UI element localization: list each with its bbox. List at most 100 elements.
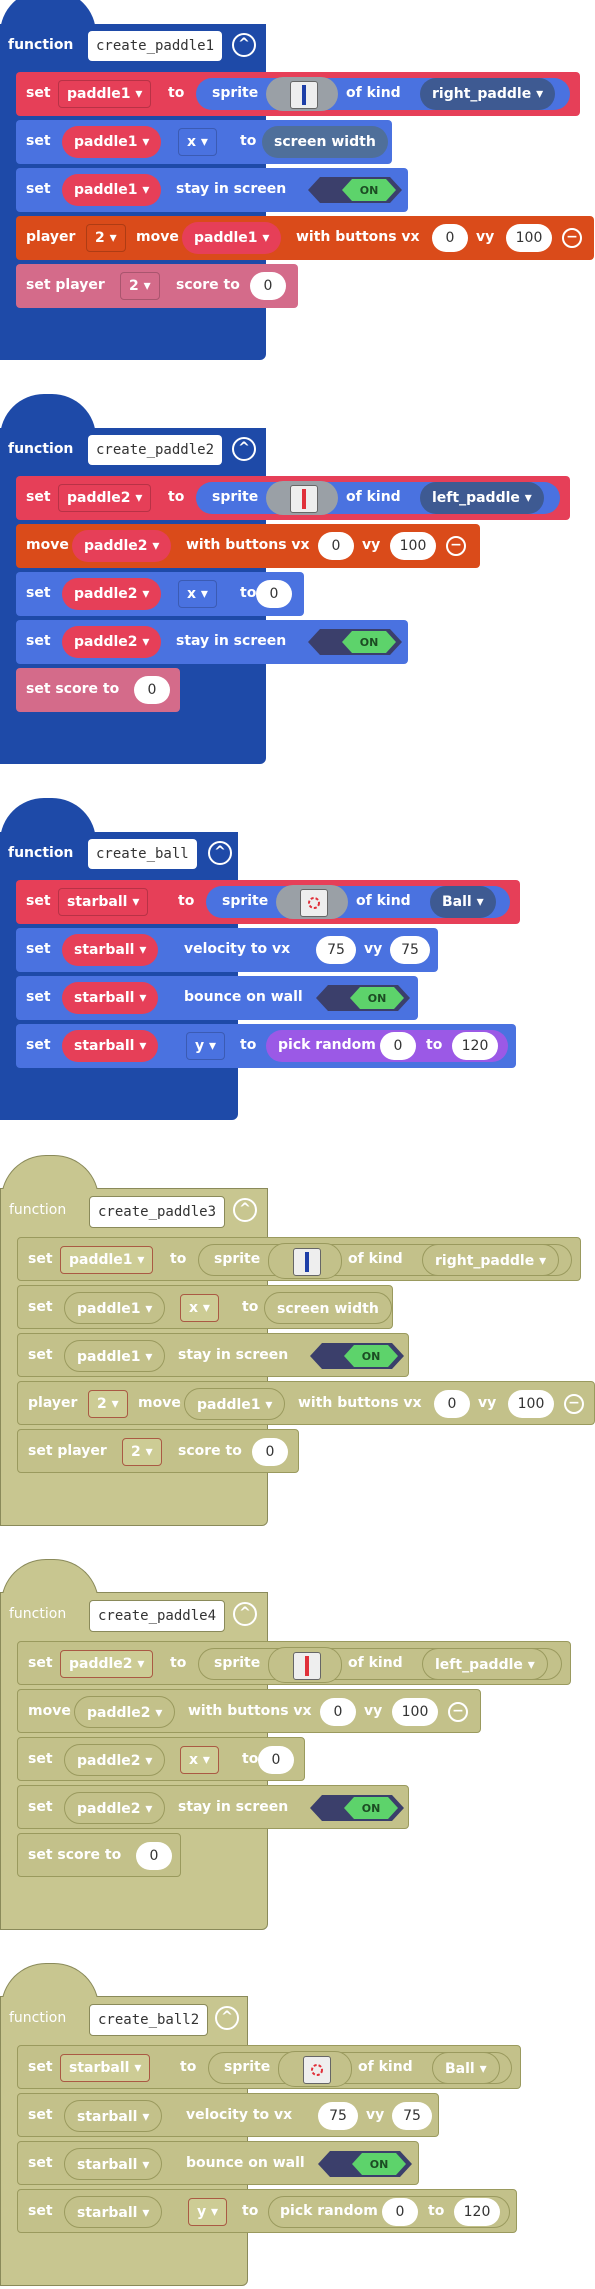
score-input[interactable]: 0 [134, 676, 170, 704]
function-name-field[interactable]: create_paddle4 [89, 1600, 226, 1632]
set-sprite-block[interactable]: set starball ▾ to sprite of kind Ball ▾ [17, 2045, 521, 2089]
vy-input[interactable]: 75 [390, 936, 430, 964]
set-sprite-block[interactable]: set paddle2 ▾ to sprite of kind left_pad… [16, 476, 570, 520]
kind-dropdown[interactable]: left_paddle ▾ [420, 482, 544, 514]
collapse-icon[interactable]: ^ [232, 437, 256, 461]
variable-dropdown[interactable]: paddle2 ▾ [74, 1696, 176, 1728]
set-player-score-block[interactable]: set player 2 ▾ score to 0 [16, 264, 298, 308]
stay-in-screen-block[interactable]: set paddle1 ▾ stay in screen ON [17, 1333, 409, 1377]
collapse-icon[interactable]: ^ [233, 1198, 257, 1222]
variable-dropdown[interactable]: paddle2 ▾ [64, 1744, 166, 1776]
screen-width-value[interactable]: screen width [264, 1292, 392, 1324]
stay-in-screen-block[interactable]: set paddle2 ▾ stay in screen ON [17, 1785, 409, 1829]
sprite-image-picker[interactable] [268, 1647, 342, 1683]
set-sprite-block[interactable]: set starball ▾ to sprite of kind Ball ▾ [16, 880, 520, 924]
function-block-create-ball2[interactable]: function create_ball2 ^ set starball ▾ t… [0, 1963, 521, 2286]
property-dropdown[interactable]: x ▾ [180, 1746, 219, 1774]
kind-dropdown[interactable]: right_paddle ▾ [420, 78, 556, 110]
property-dropdown[interactable]: y ▾ [188, 2198, 228, 2226]
player-dropdown[interactable]: 2 ▾ [122, 1438, 162, 1466]
sprite-image-picker[interactable] [276, 885, 348, 919]
set-velocity-block[interactable]: set starball ▾ velocity to vx 75 vy 75 [16, 928, 438, 972]
function-block-create-paddle1[interactable]: function create_paddle1 ^ set paddle1 ▾ … [0, 0, 594, 360]
variable-dropdown[interactable]: starball ▾ [62, 1030, 159, 1062]
random-min-input[interactable]: 0 [382, 2198, 418, 2226]
variable-dropdown[interactable]: paddle1 ▾ [64, 1340, 166, 1372]
random-max-input[interactable]: 120 [454, 2198, 500, 2226]
bounce-on-wall-block[interactable]: set starball ▾ bounce on wall ON [16, 976, 418, 1020]
score-input[interactable]: 0 [252, 1438, 288, 1466]
set-player-score-block[interactable]: set player 2 ▾ score to 0 [17, 1429, 299, 1473]
move-block[interactable]: move paddle2 ▾ with buttons vx 0 vy 100 … [16, 524, 480, 568]
variable-dropdown[interactable]: paddle1 ▾ [58, 80, 152, 108]
set-sprite-block[interactable]: set paddle2 ▾ to sprite of kind left_pad… [17, 1641, 571, 1685]
sprite-image-picker[interactable] [268, 1243, 342, 1279]
kind-dropdown[interactable]: left_paddle ▾ [422, 1648, 548, 1680]
variable-dropdown[interactable]: starball ▾ [64, 2196, 163, 2228]
set-y-block[interactable]: set starball ▾ y ▾ to pick random 0 to 1… [17, 2189, 517, 2233]
on-toggle[interactable]: ON [318, 2151, 412, 2177]
set-score-block[interactable]: set score to 0 [17, 1833, 181, 1877]
x-input[interactable]: 0 [258, 1746, 294, 1774]
vx-input[interactable]: 0 [320, 1698, 356, 1726]
function-name-field[interactable]: create_paddle2 [88, 435, 223, 465]
vy-input[interactable]: 75 [392, 2102, 432, 2130]
variable-dropdown[interactable]: paddle2 ▾ [62, 578, 162, 610]
property-dropdown[interactable]: y ▾ [186, 1032, 226, 1060]
move-block[interactable]: move paddle2 ▾ with buttons vx 0 vy 100 … [17, 1689, 481, 1733]
function-block-create-paddle2[interactable]: function create_paddle2 ^ set paddle2 ▾ … [0, 394, 570, 764]
set-x-block[interactable]: set paddle1 ▾ x ▾ to screen width [17, 1285, 393, 1329]
variable-dropdown[interactable]: starball ▾ [62, 982, 159, 1014]
on-toggle[interactable]: ON [310, 1343, 404, 1369]
function-block-create-ball[interactable]: function create_ball ^ set starball ▾ to… [0, 798, 520, 1120]
variable-dropdown[interactable]: paddle1 ▾ [60, 1246, 154, 1274]
vy-input[interactable]: 100 [392, 1698, 438, 1726]
random-max-input[interactable]: 120 [452, 1032, 498, 1060]
set-score-block[interactable]: set score to 0 [16, 668, 180, 712]
player-dropdown[interactable]: 2 ▾ [120, 272, 160, 300]
stay-in-screen-block[interactable]: set paddle1 ▾ stay in screen ON [16, 168, 408, 212]
vx-input[interactable]: 0 [432, 224, 468, 252]
collapse-icon[interactable]: ^ [233, 1602, 257, 1626]
player-move-block[interactable]: player 2 ▾ move paddle1 ▾ with buttons v… [16, 216, 594, 260]
variable-dropdown[interactable]: paddle2 ▾ [72, 530, 172, 562]
function-name-field[interactable]: create_paddle1 [88, 31, 223, 61]
property-dropdown[interactable]: x ▾ [180, 1294, 219, 1322]
variable-dropdown[interactable]: paddle2 ▾ [60, 1650, 154, 1678]
player-dropdown[interactable]: 2 ▾ [88, 1390, 128, 1418]
vx-input[interactable]: 75 [318, 2102, 358, 2130]
on-toggle[interactable]: ON [308, 177, 402, 203]
stay-in-screen-block[interactable]: set paddle2 ▾ stay in screen ON [16, 620, 408, 664]
screen-width-value[interactable]: screen width [262, 126, 388, 158]
x-input[interactable]: 0 [256, 580, 292, 608]
function-block-create-paddle3[interactable]: function create_paddle3 ^ set paddle1 ▾ … [0, 1155, 595, 1526]
collapse-icon[interactable]: ^ [208, 841, 232, 865]
function-name-field[interactable]: create_paddle3 [89, 1196, 226, 1228]
collapse-icon[interactable]: ^ [215, 2006, 239, 2030]
vx-input[interactable]: 0 [318, 532, 354, 560]
vy-input[interactable]: 100 [508, 1390, 554, 1418]
variable-dropdown[interactable]: starball ▾ [64, 2100, 163, 2132]
bounce-on-wall-block[interactable]: set starball ▾ bounce on wall ON [17, 2141, 419, 2185]
set-sprite-block[interactable]: set paddle1 ▾ to sprite of kind right_pa… [17, 1237, 581, 1281]
sprite-image-picker[interactable] [266, 481, 338, 515]
collapse-icon[interactable]: ^ [232, 33, 256, 57]
function-name-field[interactable]: create_ball [88, 839, 197, 869]
random-min-input[interactable]: 0 [380, 1032, 416, 1060]
kind-dropdown[interactable]: Ball ▾ [430, 886, 496, 918]
set-x-block[interactable]: set paddle2 ▾ x ▾ to 0 [17, 1737, 305, 1781]
property-dropdown[interactable]: x ▾ [178, 128, 217, 156]
vy-input[interactable]: 100 [390, 532, 436, 560]
variable-dropdown[interactable]: paddle2 ▾ [62, 626, 162, 658]
set-velocity-block[interactable]: set starball ▾ velocity to vx 75 vy 75 [17, 2093, 439, 2137]
remove-icon[interactable]: − [562, 228, 582, 248]
vx-input[interactable]: 75 [316, 936, 356, 964]
sprite-image-picker[interactable] [266, 77, 338, 111]
variable-dropdown[interactable]: paddle1 ▾ [62, 174, 162, 206]
score-input[interactable]: 0 [250, 272, 286, 300]
remove-icon[interactable]: − [446, 536, 466, 556]
kind-dropdown[interactable]: right_paddle ▾ [422, 1244, 560, 1276]
variable-dropdown[interactable]: paddle1 ▾ [184, 1388, 286, 1420]
variable-dropdown[interactable]: paddle1 ▾ [62, 126, 162, 158]
set-x-block[interactable]: set paddle1 ▾ x ▾ to screen width [16, 120, 392, 164]
